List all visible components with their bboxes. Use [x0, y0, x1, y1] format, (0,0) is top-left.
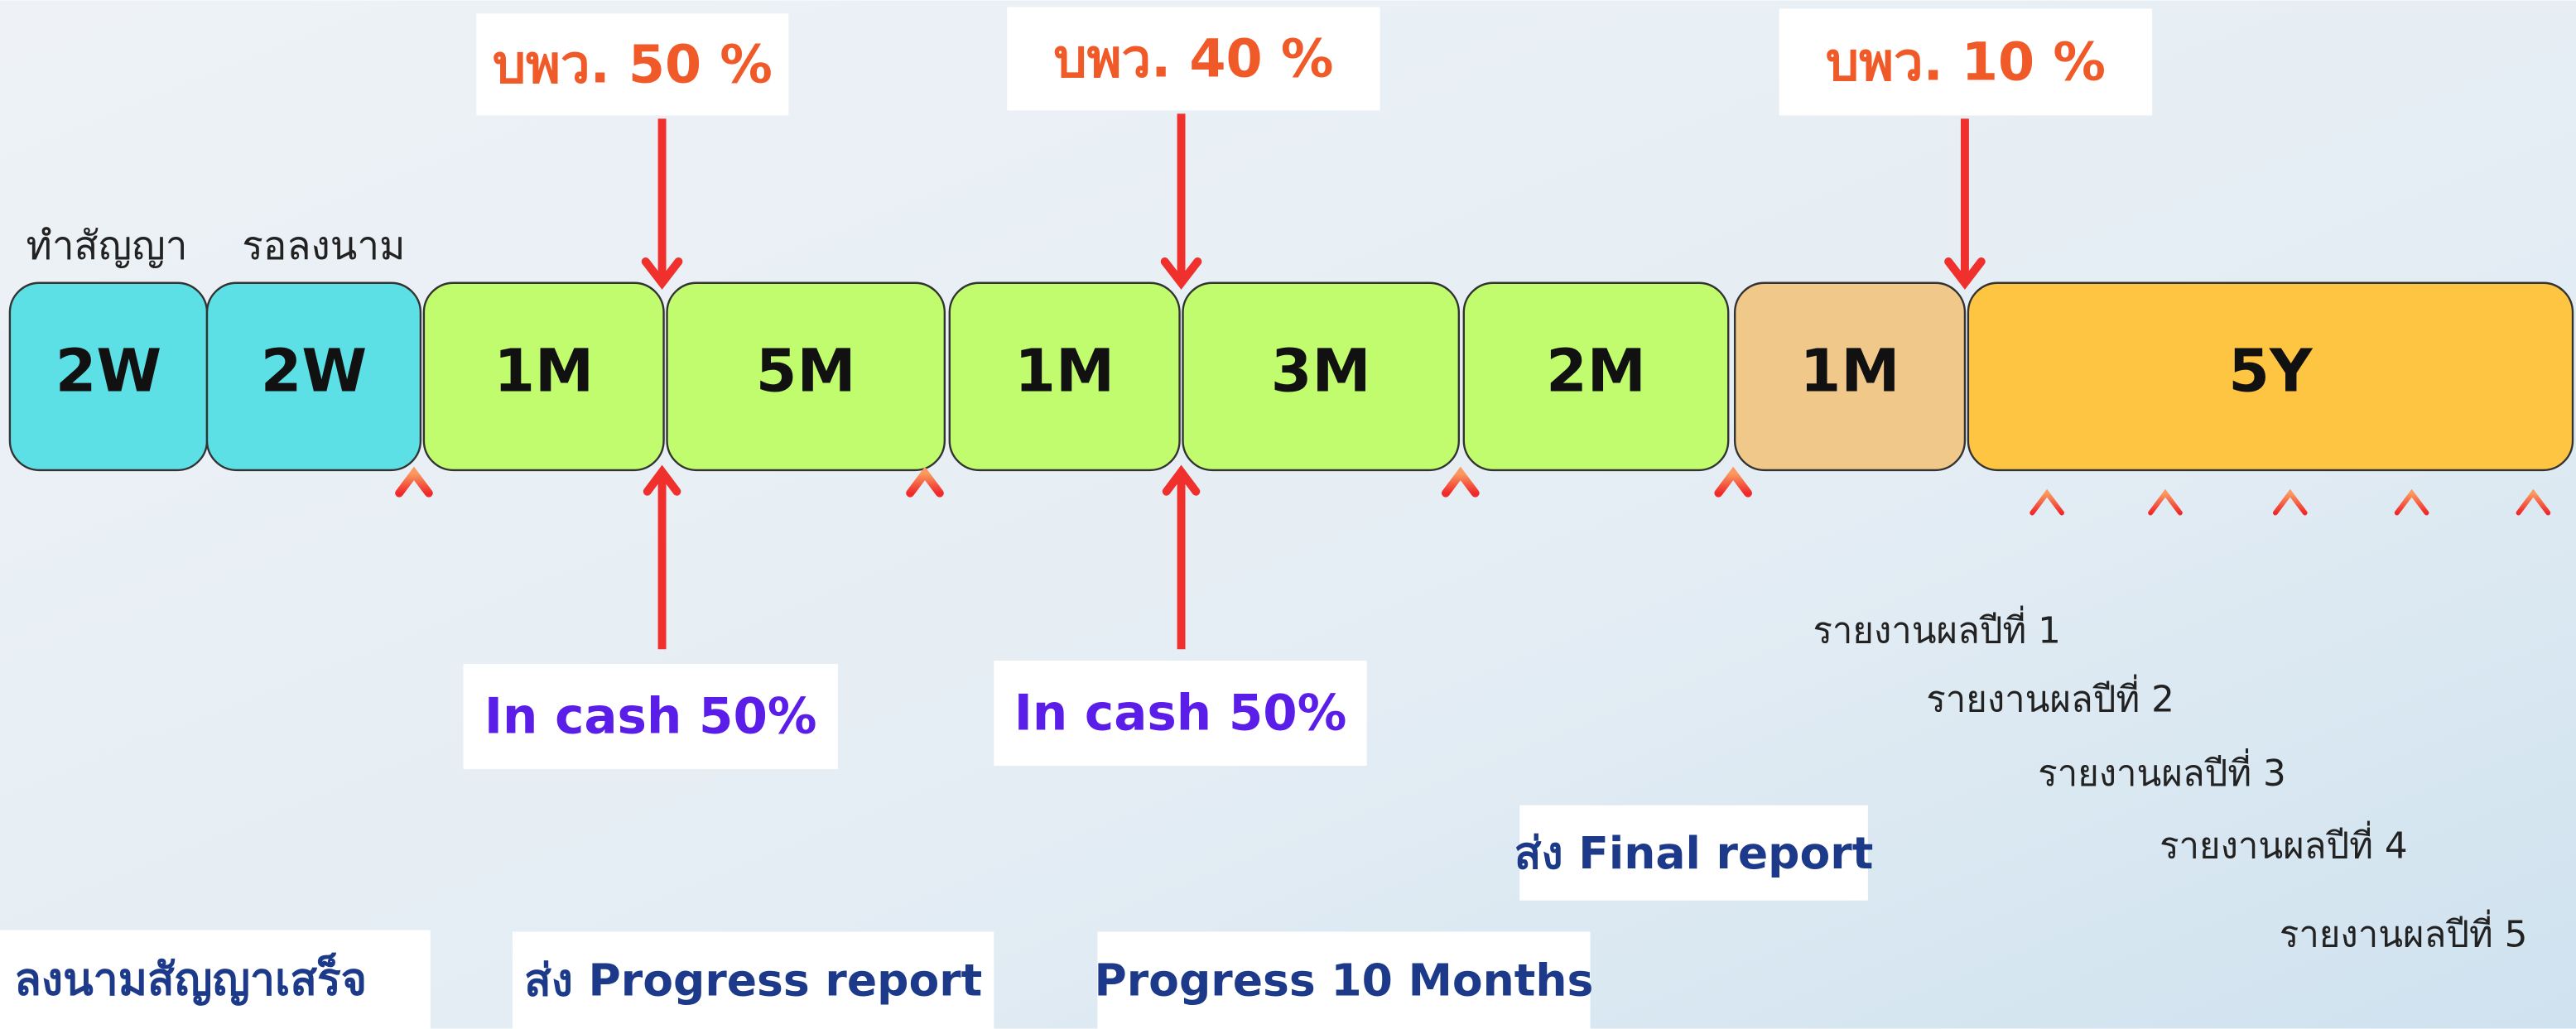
- phase-label: รอลงนาม: [242, 224, 405, 269]
- payment-box: [476, 13, 789, 116]
- arrow-head: [1442, 466, 1480, 498]
- segment-label: 5M: [756, 336, 856, 405]
- milestone-box: [0, 930, 431, 1029]
- segment: [948, 281, 1181, 472]
- cash-label: In cash 50%: [484, 689, 817, 746]
- arrow-head: [643, 464, 681, 496]
- payment-box: [1007, 7, 1380, 111]
- arrow-head: [2394, 488, 2429, 516]
- year-report-label: รายงานผลปีที่ 4: [2160, 820, 2407, 867]
- payment-label: บพว. 10 %: [1826, 31, 2106, 92]
- arrow-head: [2516, 488, 2551, 516]
- segment: [1462, 281, 1730, 472]
- segment-label: 2W: [261, 336, 367, 405]
- segment-label: 1M: [1014, 336, 1115, 405]
- payment-label: บพว. 50 %: [493, 33, 773, 94]
- arrow-head: [1162, 464, 1201, 496]
- segment: [1967, 281, 2574, 472]
- arrow-head: [2272, 488, 2308, 516]
- year-report-label: รายงานผลปีที่ 1: [1813, 605, 2060, 652]
- segment: [666, 281, 946, 472]
- milestone-label: ส่ง Final report: [1514, 827, 1873, 879]
- arrow-head: [906, 466, 944, 498]
- year-report-label: รายงานผลปีที่ 3: [2038, 748, 2285, 795]
- cash-box: [463, 664, 838, 770]
- milestone-box: [513, 931, 994, 1029]
- milestone-box: [1097, 931, 1591, 1029]
- segment: [422, 281, 665, 472]
- segment-label: 1M: [1800, 336, 1900, 405]
- arrow-head: [2148, 488, 2183, 516]
- arrow-head: [2030, 488, 2064, 516]
- segment: [1733, 281, 1967, 472]
- payment-label: บพว. 40 %: [1053, 27, 1333, 89]
- segment: [1182, 281, 1461, 472]
- segment-label: 2W: [55, 336, 161, 405]
- milestone-label: Progress 10 Months: [1095, 954, 1594, 1007]
- cash-label: In cash 50%: [1014, 685, 1347, 743]
- arrow-head: [395, 466, 433, 498]
- payment-box: [1779, 8, 2153, 116]
- arrow-head: [1160, 257, 1202, 290]
- arrow-head: [1714, 466, 1752, 498]
- arrow-head: [641, 257, 683, 290]
- segment-label: 5Y: [2228, 336, 2314, 405]
- year-report-label: รายงานผลปีที่ 2: [1926, 675, 2174, 721]
- milestone-box: [1519, 805, 1868, 901]
- segment-label: 3M: [1271, 336, 1371, 405]
- cash-box: [994, 661, 1367, 767]
- milestone-label: ส่ง Progress report: [524, 954, 982, 1007]
- segment: [205, 281, 422, 472]
- phase-label: ทำสัญญา: [26, 224, 187, 269]
- segment-label: 2M: [1546, 336, 1646, 405]
- year-report-label: รายงานผลปีที่ 5: [2280, 909, 2527, 955]
- arrow-head: [1944, 257, 1986, 290]
- segment-label: 1M: [494, 336, 594, 405]
- milestone-label: ลงนามสัญญาเสร็จ: [14, 954, 367, 1006]
